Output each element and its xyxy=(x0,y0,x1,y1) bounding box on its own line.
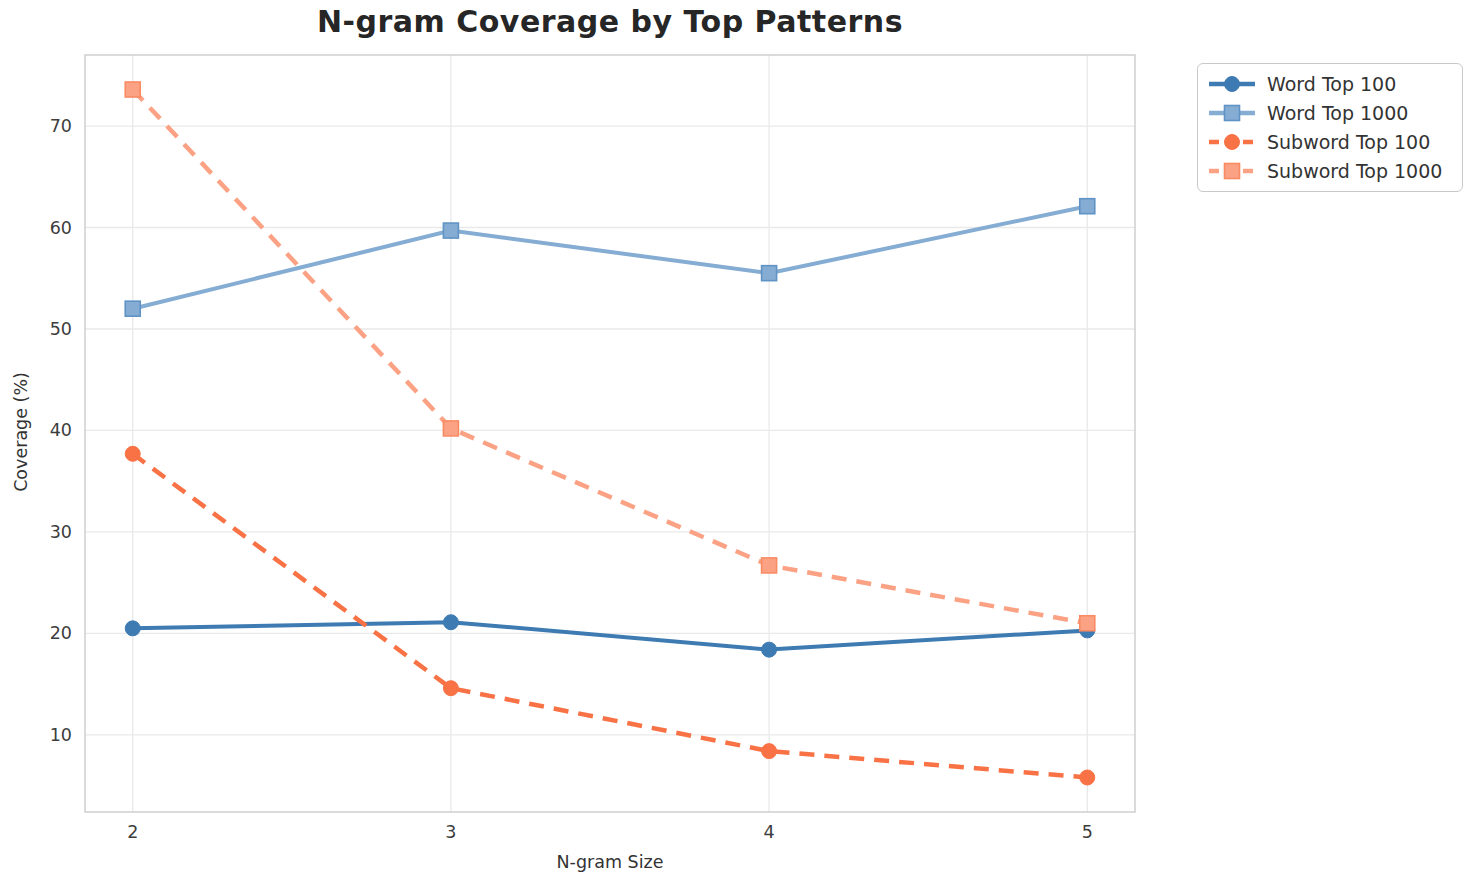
legend-item: Subword Top 1000 xyxy=(1208,160,1452,182)
legend-line-square-icon xyxy=(1208,102,1256,124)
data-point-marker xyxy=(125,446,140,461)
legend-line-square-icon xyxy=(1208,160,1256,182)
data-point-marker xyxy=(443,421,458,436)
legend-item-label: Word Top 100 xyxy=(1267,73,1396,95)
data-point-marker xyxy=(443,681,458,696)
data-point-marker xyxy=(125,82,140,97)
legend-sample-marker xyxy=(1225,134,1240,149)
y-tick-label: 70 xyxy=(50,116,72,136)
data-point-marker xyxy=(125,301,140,316)
legend-item-label: Word Top 1000 xyxy=(1267,102,1408,124)
x-tick-label: 5 xyxy=(1082,822,1093,842)
y-axis-label: Coverage (%) xyxy=(11,372,31,492)
legend-item-label: Subword Top 1000 xyxy=(1267,160,1442,182)
legend-sample-marker xyxy=(1225,163,1240,178)
legend-sample-marker xyxy=(1225,77,1240,92)
y-tick-label: 20 xyxy=(50,623,72,643)
data-point-marker xyxy=(762,558,777,573)
y-tick-label: 50 xyxy=(50,319,72,339)
series-line xyxy=(133,454,1088,778)
legend-sample-marker xyxy=(1225,106,1240,121)
series-line xyxy=(133,206,1088,309)
data-point-marker xyxy=(1080,770,1095,785)
x-tick-label: 4 xyxy=(764,822,775,842)
data-point-marker xyxy=(125,621,140,636)
legend-item: Word Top 100 xyxy=(1208,73,1452,95)
legend: Word Top 100 Word Top 1000 Subword Top 1… xyxy=(1197,63,1463,192)
plot-border xyxy=(85,55,1135,812)
data-point-marker xyxy=(1080,616,1095,631)
data-point-marker xyxy=(762,744,777,759)
legend-item: Subword Top 100 xyxy=(1208,131,1452,153)
legend-line-circle-icon xyxy=(1208,73,1256,95)
y-tick-label: 60 xyxy=(50,218,72,238)
legend-item: Word Top 1000 xyxy=(1208,102,1452,124)
x-tick-label: 2 xyxy=(127,822,138,842)
legend-item-label: Subword Top 100 xyxy=(1267,131,1430,153)
x-axis-label: N-gram Size xyxy=(557,852,664,872)
chart-figure: N-gram Coverage by Top Patterns 10203040… xyxy=(0,0,1479,885)
data-point-marker xyxy=(443,223,458,238)
data-point-marker xyxy=(443,615,458,630)
legend-line-circle-icon xyxy=(1208,131,1256,153)
series-line xyxy=(133,90,1088,624)
y-tick-label: 10 xyxy=(50,725,72,745)
data-point-marker xyxy=(1080,199,1095,214)
data-point-marker xyxy=(762,266,777,281)
data-point-marker xyxy=(762,642,777,657)
series-line xyxy=(133,622,1088,649)
y-tick-label: 40 xyxy=(50,420,72,440)
y-tick-label: 30 xyxy=(50,522,72,542)
x-tick-label: 3 xyxy=(445,822,456,842)
